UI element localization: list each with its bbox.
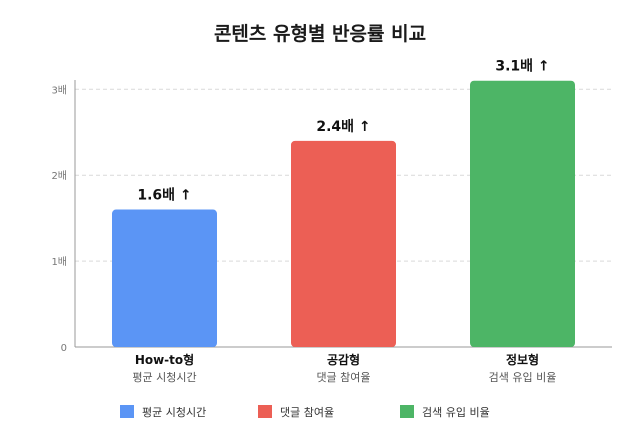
bar-value-label: 3.1배 ↑ — [495, 59, 549, 75]
bar — [291, 140, 396, 347]
y-tick-label: 0 — [61, 343, 67, 354]
y-tick-label: 2배 — [51, 170, 67, 182]
x-category-label: 공감형 — [327, 352, 360, 367]
legend-swatch — [120, 405, 134, 418]
x-category-sublabel: 평균 시청시간 — [132, 371, 196, 384]
legend-swatch — [400, 405, 414, 418]
x-category-sublabel: 댓글 참여율 — [316, 371, 370, 384]
bar-value-label: 1.6배 ↑ — [137, 188, 191, 204]
bar — [112, 209, 217, 347]
x-category-label: 정보형 — [506, 352, 539, 367]
y-tick-label: 1배 — [51, 256, 67, 268]
x-category-sublabel: 검색 유입 비율 — [489, 371, 557, 384]
bars — [112, 80, 575, 347]
y-tick-label: 3배 — [51, 84, 67, 96]
bar-value-label: 2.4배 ↑ — [316, 119, 370, 135]
bar — [470, 80, 575, 347]
legend-swatch — [258, 405, 272, 418]
legend: 평균 시청시간 댓글 참여율 검색 유입 비율 — [120, 405, 490, 419]
value-labels: 1.6배 ↑ 2.4배 ↑ 3.1배 ↑ — [137, 59, 549, 204]
legend-label: 평균 시청시간 — [142, 406, 206, 419]
chart-title: 콘텐츠 유형별 반응률 비교 — [214, 23, 426, 45]
x-category-label: How-to형 — [135, 352, 194, 367]
legend-label: 댓글 참여율 — [280, 406, 334, 419]
legend-label: 검색 유입 비율 — [422, 406, 490, 419]
